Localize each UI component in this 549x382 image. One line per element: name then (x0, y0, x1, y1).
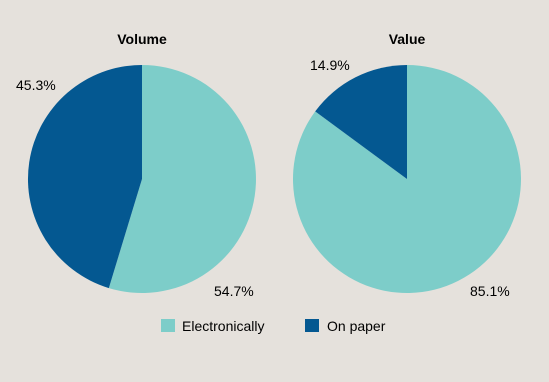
legend-label-electronically: Electronically (182, 318, 264, 334)
legend-label-on-paper: On paper (327, 318, 386, 334)
pie-volume: Volume 54.7% 45.3% (16, 31, 256, 299)
pie-volume-slice-on-paper (27, 65, 142, 289)
pie-value-label-on-paper: 14.9% (310, 57, 350, 73)
pie-volume-label-electronically: 54.7% (214, 283, 254, 299)
pie-value-title: Value (389, 31, 426, 47)
legend-swatch-electronically (161, 319, 175, 332)
pie-volume-slices (27, 65, 256, 293)
pie-volume-slice-electronically (108, 65, 256, 293)
pie-value-label-electronically: 85.1% (470, 283, 510, 299)
pie-value-slice-electronically (292, 65, 521, 293)
pie-volume-label-on-paper: 45.3% (16, 77, 56, 93)
pie-value-slice-on-paper (315, 65, 407, 179)
legend-swatch-on-paper (305, 319, 319, 332)
pie-value-slices (292, 65, 521, 293)
legend: Electronically On paper (161, 318, 386, 334)
pie-value: Value 85.1% 14.9% (292, 31, 521, 299)
pie-volume-title: Volume (117, 31, 167, 47)
